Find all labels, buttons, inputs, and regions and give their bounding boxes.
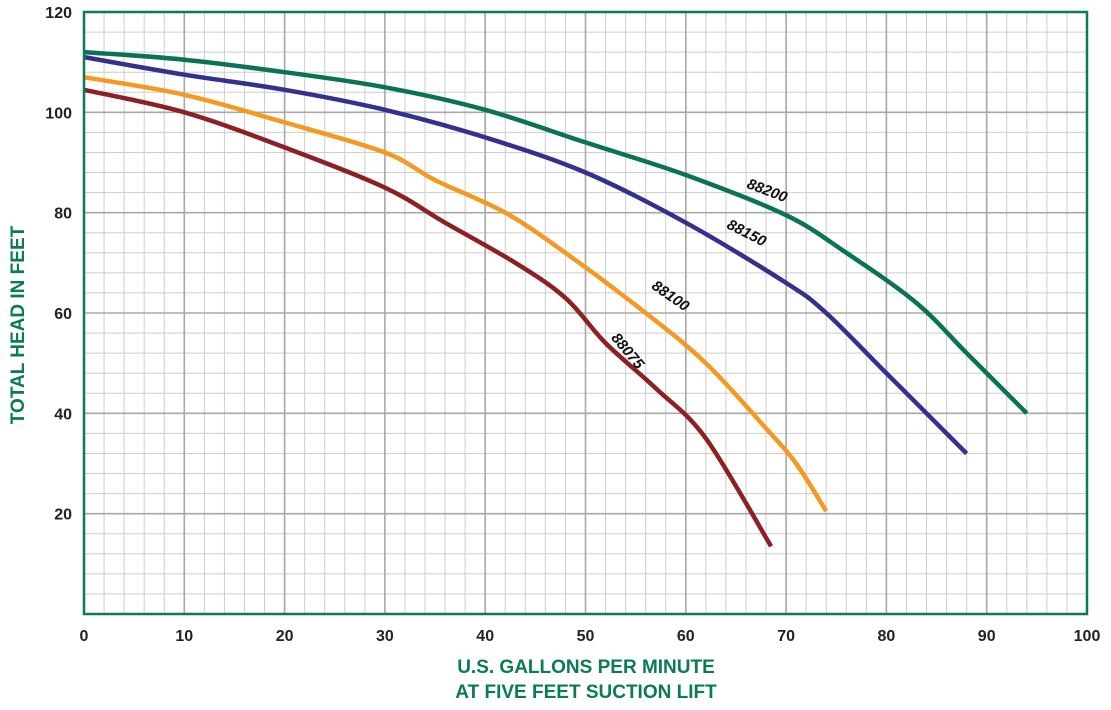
- series-line-88100: [83, 74, 829, 513]
- y-tick-label: 100: [45, 105, 72, 122]
- y-tick-labels: 20 40 60 80 100 120: [45, 5, 72, 524]
- x-tick-label: 40: [476, 628, 494, 645]
- x-tick-label: 10: [175, 628, 193, 645]
- plot-frame: [82, 10, 1089, 616]
- x-tick-label: 50: [577, 628, 595, 645]
- x-tick-label: 90: [978, 628, 996, 645]
- series-line-88075: [83, 87, 774, 548]
- major-grid: [83, 11, 1088, 614]
- y-tick-label: 40: [54, 406, 72, 423]
- x-tick-label: 70: [777, 628, 795, 645]
- x-tick-label: 100: [1074, 628, 1101, 645]
- y-tick-label: 80: [54, 206, 72, 223]
- series-lines: [83, 49, 1029, 548]
- x-tick-label: 0: [80, 628, 89, 645]
- series-label-88150: 88150: [724, 216, 769, 250]
- y-tick-label: 20: [54, 507, 72, 524]
- x-tick-label: 20: [276, 628, 294, 645]
- x-axis-title-line-2: AT FIVE FEET SUCTION LIFT: [455, 682, 717, 703]
- y-tick-label: 60: [54, 306, 72, 323]
- x-tick-label: 80: [878, 628, 896, 645]
- x-tick-labels: 0 10 20 30 40 50 60 70 80 90 100: [80, 628, 1101, 645]
- series-line-88150: [83, 54, 969, 456]
- x-tick-label: 30: [376, 628, 394, 645]
- x-axis-title-line-1: U.S. GALLONS PER MINUTE: [457, 657, 715, 678]
- x-tick-label: 60: [677, 628, 695, 645]
- y-axis-title: TOTAL HEAD IN FEET: [8, 225, 29, 424]
- series-line-88200: [83, 49, 1029, 415]
- y-tick-label: 120: [45, 5, 72, 22]
